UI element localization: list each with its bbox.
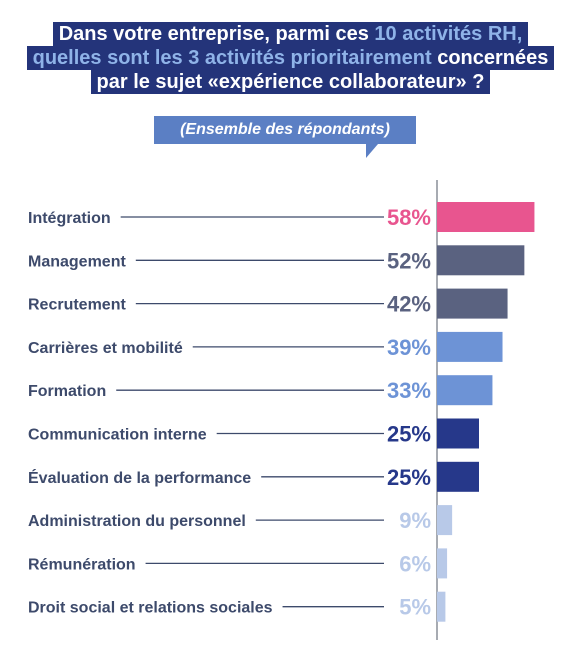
value-label: 42%: [387, 292, 431, 317]
category-label: Recrutement: [28, 297, 126, 314]
title-highlight-2: quelles sont les 3 activités prioritaire…: [32, 47, 432, 69]
chart-title: Dans votre entreprise, parmi ces 10 acti…: [0, 22, 581, 94]
bar: [437, 461, 479, 492]
category-label: Évaluation de la performance: [28, 468, 251, 487]
subtitle-bubble-tail: [366, 144, 384, 158]
category-label: Intégration: [28, 210, 111, 227]
title-highlight-1: 10 activités RH,: [374, 23, 523, 45]
category-label: Droit social et relations sociales: [28, 600, 273, 617]
bar: [437, 375, 493, 406]
bar: [437, 505, 453, 536]
title-line-1: Dans votre entreprise, parmi ces 10 acti…: [52, 22, 529, 46]
bar: [437, 202, 535, 232]
value-label: 6%: [399, 551, 431, 576]
value-label: 58%: [387, 205, 431, 230]
value-label: 52%: [387, 248, 431, 273]
bar: [437, 591, 446, 622]
value-label: 9%: [399, 508, 431, 533]
category-label: Communication interne: [28, 427, 207, 444]
category-label: Administration du personnel: [28, 513, 246, 530]
bar: [437, 245, 525, 276]
value-label: 39%: [387, 335, 431, 360]
bar: [437, 548, 448, 579]
category-label: Management: [28, 253, 126, 270]
title-line-3: par le sujet «expérience collaborateur» …: [90, 70, 491, 94]
category-label: Rémunération: [28, 556, 136, 573]
title-text-2b: concernées: [431, 47, 549, 69]
chart-subtitle: (Ensemble des répondants): [154, 116, 416, 144]
title-line-2: quelles sont les 3 activités prioritaire…: [26, 46, 555, 70]
bar: [437, 288, 508, 319]
bar: [437, 418, 479, 449]
category-label: Carrières et mobilité: [28, 340, 183, 357]
value-label: 5%: [399, 595, 431, 620]
title-text-1a: Dans votre entreprise, parmi ces: [58, 23, 375, 45]
value-label: 33%: [387, 378, 431, 403]
value-label: 25%: [387, 422, 431, 447]
bar: [437, 331, 503, 362]
value-label: 25%: [387, 465, 431, 490]
category-label: Formation: [28, 383, 106, 400]
